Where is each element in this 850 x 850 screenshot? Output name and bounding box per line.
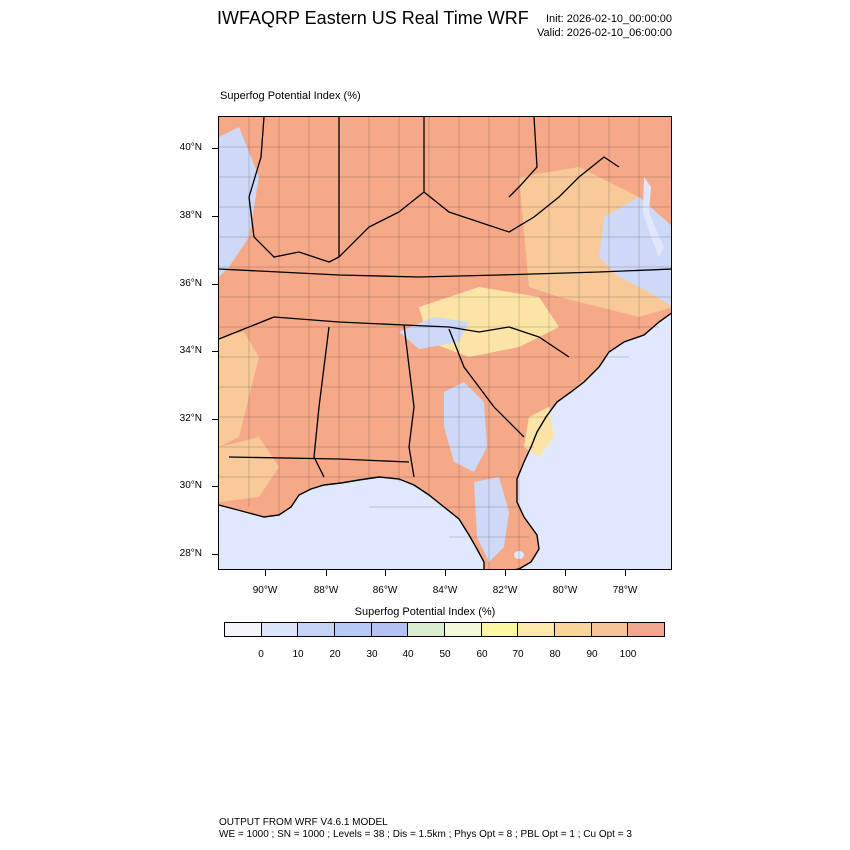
colorbar-title: Superfog Potential Index (%) [354,606,496,618]
lon-label: 86°W [372,585,398,596]
lon-tick [565,570,566,576]
colorbar-label: 40 [402,649,414,660]
colorbar-box [555,623,592,636]
footer-model: OUTPUT FROM WRF V4.6.1 MODEL [219,817,388,828]
footer-config: WE = 1000 ; SN = 1000 ; Levels = 38 ; Di… [219,829,632,840]
lat-label: 40°N [179,142,202,153]
init-time: Init: 2026-02-10_00:00:00 [546,13,672,25]
lat-tick [212,148,218,149]
land-patch-low [444,382,487,472]
lat-tick [212,419,218,420]
valid-time: Valid: 2026-02-10_06:00:00 [537,27,672,39]
colorbar-box [408,623,446,636]
colorbar-label: 60 [476,649,488,660]
lat-label: 28°N [179,548,202,559]
colorbar-label: 100 [619,649,637,660]
lat-label: 36°N [179,278,202,289]
coastline [219,312,671,569]
state-borders [219,117,671,478]
lat-tick [212,486,218,487]
colorbar-label: 50 [439,649,451,660]
colorbar-label: 20 [329,649,341,660]
colorbar-box [591,623,629,636]
lat-tick [212,216,218,217]
colorbar-box [261,623,299,636]
lat-label: 30°N [179,480,202,491]
lat-label: 32°N [179,413,202,424]
colorbar [224,622,665,637]
lon-label: 80°W [552,585,578,596]
lat-label: 34°N [179,345,202,356]
colorbar-label: 0 [258,649,264,660]
plot-title: IWFAQRP Eastern US Real Time WRF [217,8,529,28]
colorbar-label: 70 [512,649,524,660]
lat-tick [212,351,218,352]
colorbar-label: 10 [292,649,304,660]
colorbar-box [445,623,482,636]
colorbar-label: 30 [366,649,378,660]
lon-tick [505,570,506,576]
colorbar-box [481,623,519,636]
lon-label: 82°W [492,585,518,596]
lon-label: 88°W [313,585,339,596]
land-patch-low [474,477,509,562]
lat-tick [212,554,218,555]
lon-label: 78°W [612,585,638,596]
lon-tick [385,570,386,576]
colorbar-box [335,623,372,636]
colorbar-box [298,623,336,636]
colorbar-label: 90 [586,649,598,660]
field-label: Superfog Potential Index (%) [220,90,361,102]
lon-tick [265,570,266,576]
colorbar-box [518,623,556,636]
lon-label: 84°W [432,585,458,596]
colorbar-box [225,623,262,636]
map-svg [219,117,671,569]
colorbar-box [628,623,665,636]
lon-label: 90°W [252,585,278,596]
colorbar-label: 80 [549,649,561,660]
lon-tick [326,570,327,576]
lon-tick [445,570,446,576]
lon-tick [625,570,626,576]
lat-label: 38°N [179,210,202,221]
county-lines [219,117,671,569]
lat-tick [212,284,218,285]
colorbar-box [371,623,409,636]
map-panel [218,116,672,570]
